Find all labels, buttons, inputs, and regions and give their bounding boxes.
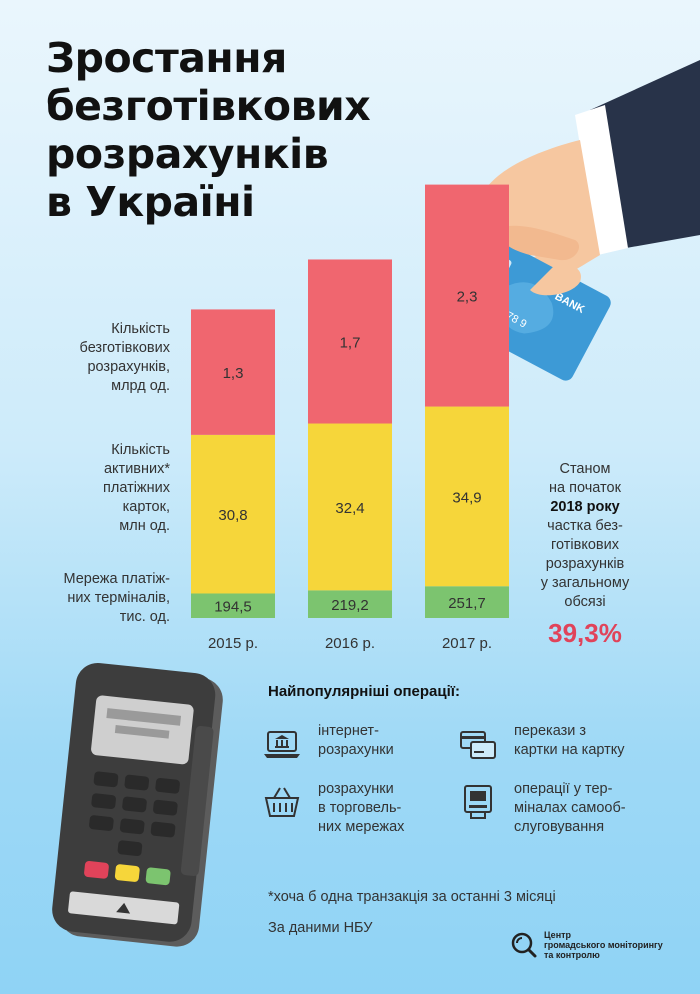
bar-segment-cards (425, 406, 509, 587)
operation-label: картки на картку (514, 742, 625, 758)
row-label-line: безготівкових (79, 340, 170, 356)
row-label-line: тис. од. (119, 609, 170, 625)
bar-segment-transactions (308, 259, 392, 424)
bar-value-label: 32,4 (335, 500, 364, 517)
operation-label: розрахунки (318, 781, 394, 797)
bar-value-label: 30,8 (218, 507, 247, 524)
row-label-line: карток, (122, 499, 170, 515)
note-line: обсязі (564, 594, 606, 610)
operation-label: розрахунки (318, 742, 394, 758)
cancel-key (84, 861, 109, 879)
bar-segment-transactions (425, 184, 509, 407)
shirt-cuff (575, 105, 628, 255)
hand (479, 140, 600, 300)
operation-label: міналах самооб- (514, 800, 626, 816)
laptop-bank-icon (264, 731, 300, 758)
operation-internet-payments: інтернет- розрахунки (262, 722, 394, 764)
share-value: 39,3% (548, 618, 622, 648)
bar-value-label: 34,9 (452, 489, 481, 506)
bar-segment-terminals (425, 586, 509, 618)
clear-key (114, 864, 140, 882)
operations-title: Найпопулярніші операції: (268, 683, 461, 700)
bar-segment-cards (308, 423, 392, 591)
row-label-line: розрахунків, (87, 359, 170, 375)
atm-icon (464, 785, 492, 819)
organization-logo: Центр громадського моніторингу та контро… (510, 930, 663, 960)
bar-value-label: 194,5 (214, 599, 252, 616)
org-line: та контролю (544, 950, 600, 960)
bar-segment-terminals (191, 593, 275, 618)
enter-key (145, 867, 171, 886)
stacked-bar-chart: 194,5 30,8 1,3 2015 р. 219,2 32,4 1,7 2016 р. 25… (191, 184, 509, 652)
shopping-basket-icon (264, 787, 300, 817)
share-note: Станом на початок 2018 року частка без- … (520, 460, 650, 650)
cards-transfer-icon (460, 731, 496, 759)
title-line: Зростання (46, 34, 287, 82)
operation-label: в торговель- (318, 800, 402, 816)
operation-label: них мережах (318, 819, 405, 835)
row-label-line: Кількість (111, 442, 170, 458)
row-label-line: Кількість (111, 321, 170, 337)
org-line: Центр (544, 930, 572, 940)
note-year: 2018 року (550, 499, 620, 515)
operation-self-service-terminals: операції у тер- міналах самооб- слуговув… (458, 780, 626, 837)
bar-value-label: 2,3 (457, 289, 478, 306)
row-label-line: млрд од. (111, 378, 170, 394)
source-note: За даними НБУ (268, 920, 373, 936)
title-line: безготівкових (46, 82, 371, 130)
bar-value-label: 251,7 (448, 595, 486, 612)
footnote: *хоча б одна транзакція за останні 3 міс… (268, 889, 556, 905)
bar-segment-cards (191, 434, 275, 594)
operation-label: інтернет- (318, 723, 379, 739)
bar-value-label: 1,7 (340, 334, 361, 351)
note-line: Станом (559, 461, 611, 477)
bar-value-label: 219,2 (331, 597, 369, 614)
row-label-line: них терміналів, (67, 590, 170, 606)
note-line: на початок (549, 480, 621, 496)
note-line: у загальному (540, 575, 630, 591)
thumb (499, 225, 580, 261)
operation-card-transfers: перекази з картки на картку (458, 722, 625, 764)
operation-retail-payments: розрахунки в торговель- них мережах (262, 780, 404, 837)
note-line: частка без- (547, 518, 623, 534)
x-tick-label: 2016 р. (325, 635, 375, 652)
cards-row-label: Кількість активних* платіжних карток, мл… (0, 441, 170, 536)
org-line: громадського моніторингу (544, 940, 663, 950)
note-line: розрахунків (545, 556, 625, 572)
row-label-line: млн од. (119, 518, 170, 534)
finger (530, 264, 581, 296)
x-tick-label: 2017 р. (442, 635, 492, 652)
bar-segment-transactions (191, 309, 275, 435)
row-label-line: платіжних (103, 480, 170, 496)
row-label-line: Мережа платіж- (63, 571, 170, 587)
terminals-row-label: Мережа платіж- них терміналів, тис. од. (0, 570, 170, 627)
bar-value-label: 1,3 (223, 365, 244, 382)
pos-terminal (52, 662, 223, 947)
title-line: розрахунків (46, 130, 329, 178)
magnifier-logo-icon (511, 932, 537, 958)
operation-label: перекази з (514, 723, 587, 739)
title-line: в Україні (46, 178, 255, 226)
operation-label: операції у тер- (514, 781, 613, 797)
x-tick-label: 2015 р. (208, 635, 258, 652)
transactions-row-label: Кількість безготівкових розрахунків, млр… (0, 320, 170, 396)
operation-label: слуговування (514, 819, 605, 835)
bar-segment-terminals (308, 590, 392, 618)
page-title: Зростання безготівкових розрахунків в Ук… (46, 34, 376, 226)
row-label-line: активних* (103, 461, 170, 477)
note-line: готівкових (551, 537, 619, 553)
